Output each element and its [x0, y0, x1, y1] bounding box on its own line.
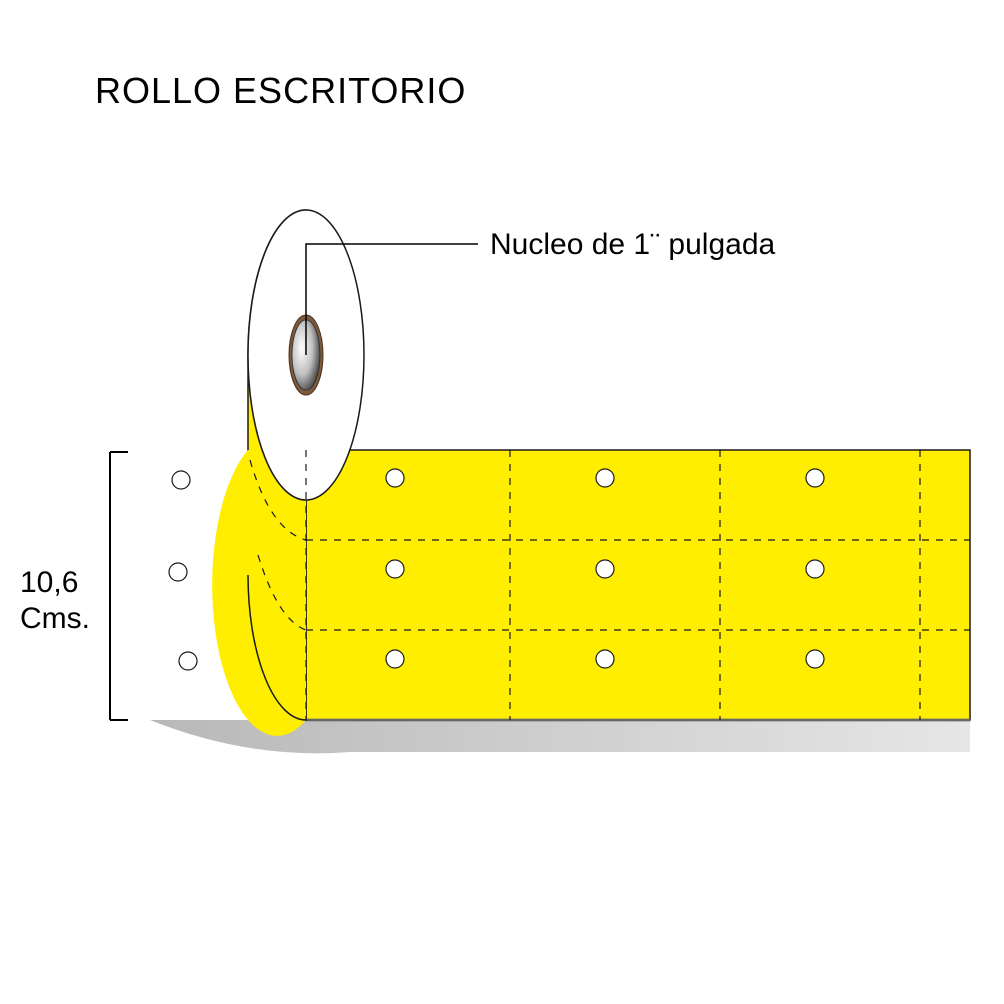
hole — [169, 563, 187, 581]
hole — [806, 650, 824, 668]
hole — [172, 471, 190, 489]
label-strip — [306, 450, 970, 720]
hole — [386, 469, 404, 487]
hole — [596, 560, 614, 578]
hole — [596, 469, 614, 487]
roll-diagram — [0, 0, 1004, 1004]
hole — [596, 650, 614, 668]
hole — [179, 652, 197, 670]
hole — [386, 560, 404, 578]
hole — [806, 469, 824, 487]
strip-bottom-edge — [306, 718, 970, 722]
hole — [806, 560, 824, 578]
hole — [386, 650, 404, 668]
